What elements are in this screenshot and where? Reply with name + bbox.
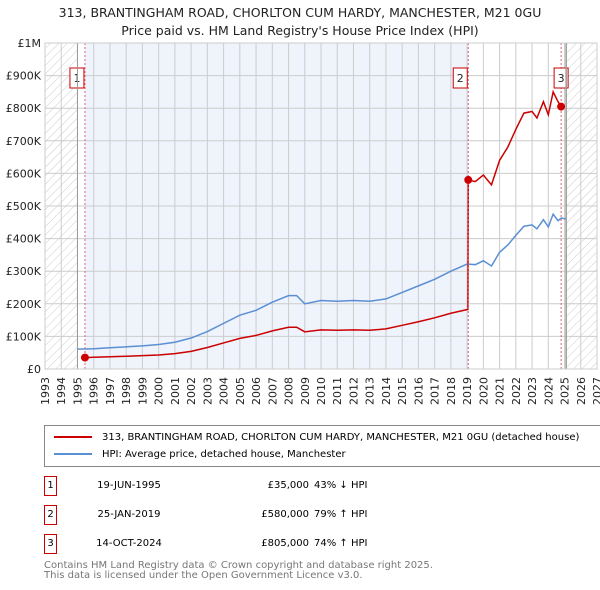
x-tick-label: 2013 — [364, 377, 377, 405]
sale-price: £580,000 — [261, 509, 309, 520]
x-tick-label: 2017 — [429, 377, 442, 405]
legend-label: 313, BRANTINGHAM ROAD, CHORLTON CUM HARD… — [102, 431, 580, 443]
hpi-line — [77, 212, 567, 350]
footer-line-2: This data is licensed under the Open Gov… — [44, 570, 363, 581]
x-tick-label: 2018 — [445, 377, 458, 405]
x-tick-label: 1993 — [39, 377, 52, 405]
chart-title: 313, BRANTINGHAM ROAD, CHORLTON CUM HARD… — [58, 5, 542, 20]
x-tick-label: 2022 — [510, 377, 523, 405]
chart-subtitle: Price paid vs. HM Land Registry's House … — [121, 23, 479, 38]
x-tick-label: 2001 — [169, 377, 182, 405]
x-tick-label: 2002 — [185, 377, 198, 405]
sale-label: 1 — [73, 72, 80, 85]
y-tick-label: £200K — [6, 298, 42, 311]
sale-date: 25-JAN-2019 — [97, 509, 161, 520]
sale-number-badge: 2 — [44, 505, 57, 525]
sale-label-box — [69, 67, 85, 89]
x-tick-label: 1997 — [104, 377, 117, 405]
x-tick-label: 2015 — [396, 377, 409, 405]
y-tick-label: £0 — [27, 363, 41, 376]
y-tick-label: £300K — [6, 265, 42, 278]
x-tick-label: 2019 — [461, 377, 474, 405]
plot-frame — [44, 42, 598, 370]
x-tick-label: 2005 — [234, 377, 247, 405]
sale-label-box — [452, 67, 468, 89]
sale-point — [464, 175, 473, 184]
x-tick-label: 2011 — [331, 377, 344, 405]
sale-price: £35,000 — [267, 480, 309, 491]
x-tick-label: 2007 — [266, 377, 279, 405]
sale-hpi-diff: 79% ↑ HPI — [314, 509, 368, 520]
sale-number-badge: 1 — [44, 476, 57, 496]
y-tick-label: £800K — [6, 102, 42, 115]
sale-hpi-diff: 74% ↑ HPI — [314, 538, 368, 549]
y-tick-label: £700K — [6, 135, 42, 148]
y-tick-label: £100K — [6, 330, 42, 343]
sale-label-box — [553, 67, 569, 89]
sale-row: 1 19-JUN-1995 £35,000 43% ↓ HPI — [44, 476, 444, 496]
x-tick-label: 2000 — [153, 377, 166, 405]
sale-label: 2 — [457, 72, 464, 85]
price-paid-line — [84, 89, 562, 359]
footer: Contains HM Land Registry data © Crown c… — [44, 561, 433, 581]
y-tick-label: £900K — [6, 70, 42, 83]
legend-swatch-red — [54, 436, 92, 438]
x-tick-label: 2006 — [250, 377, 263, 405]
x-tick-label: 2026 — [575, 377, 588, 405]
sale-label: 3 — [558, 72, 565, 85]
sale-point — [80, 353, 89, 362]
x-tick-label: 2025 — [559, 377, 572, 405]
x-tick-label: 2023 — [526, 377, 539, 405]
legend-item-hpi: HPI: Average price, detached house, Manc… — [45, 446, 346, 462]
x-tick-label: 2004 — [218, 377, 231, 405]
x-tick-label: 1994 — [55, 377, 68, 405]
sale-date: 14-OCT-2024 — [96, 538, 162, 549]
x-tick-label: 2020 — [477, 377, 490, 405]
footer-line-1: Contains HM Land Registry data © Crown c… — [44, 560, 433, 571]
sale-date: 19-JUN-1995 — [97, 480, 161, 491]
x-tick-label: 2027 — [591, 377, 600, 405]
y-tick-label: £400K — [6, 233, 42, 246]
y-tick-label: £600K — [6, 167, 42, 180]
x-tick-label: 1999 — [136, 377, 149, 405]
y-tick-label: £1M — [18, 37, 42, 50]
x-tick-label: 2012 — [347, 377, 360, 405]
x-tick-label: 2009 — [299, 377, 312, 405]
legend: 313, BRANTINGHAM ROAD, CHORLTON CUM HARD… — [44, 425, 600, 467]
x-tick-label: 2024 — [542, 377, 555, 405]
x-tick-label: 2010 — [315, 377, 328, 405]
sale-point — [557, 102, 566, 111]
legend-swatch-blue — [54, 453, 92, 455]
sale-price: £805,000 — [261, 538, 309, 549]
sale-row: 2 25-JAN-2019 £580,000 79% ↑ HPI — [44, 505, 444, 525]
sale-hpi-diff: 43% ↓ HPI — [314, 480, 368, 491]
sale-number-badge: 3 — [44, 534, 57, 554]
sale-row: 3 14-OCT-2024 £805,000 74% ↑ HPI — [44, 534, 444, 554]
x-tick-label: 1998 — [120, 377, 133, 405]
x-tick-label: 2003 — [201, 377, 214, 405]
x-tick-label: 1995 — [71, 377, 84, 405]
x-tick-label: 2021 — [494, 377, 507, 405]
legend-label: HPI: Average price, detached house, Manc… — [102, 448, 346, 460]
x-tick-label: 2014 — [380, 377, 393, 405]
x-tick-label: 2016 — [412, 377, 425, 405]
x-tick-label: 1996 — [88, 377, 101, 405]
x-tick-label: 2008 — [283, 377, 296, 405]
y-tick-label: £500K — [6, 200, 42, 213]
legend-item-property: 313, BRANTINGHAM ROAD, CHORLTON CUM HARD… — [45, 429, 579, 445]
